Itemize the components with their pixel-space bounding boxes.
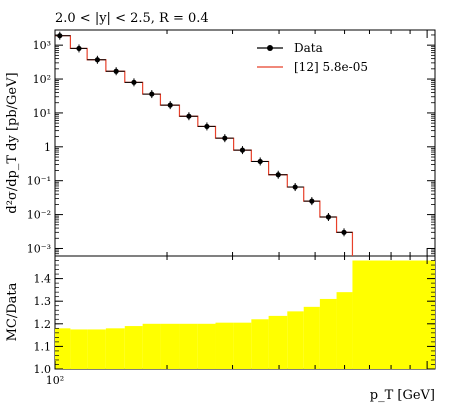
ratio-y-tick-label: 1.0 <box>34 363 52 376</box>
data-point <box>167 102 173 108</box>
legend-data-marker <box>267 45 273 51</box>
legend-data-label: Data <box>294 41 323 55</box>
ratio-bar <box>55 328 71 369</box>
y-tick-label: 10⁻² <box>27 209 51 222</box>
ratio-bar <box>303 306 320 369</box>
data-point <box>204 123 210 130</box>
ratio-bar <box>251 319 269 369</box>
data-point <box>292 184 298 190</box>
data-point <box>57 33 63 39</box>
ratio-bar <box>179 323 198 369</box>
data-point <box>325 214 332 220</box>
ratio-bar <box>197 323 216 369</box>
data-point <box>257 158 263 165</box>
main-y-axis-title: d²σ/dp_T dy [pb/GeV] <box>5 72 20 213</box>
data-point <box>149 91 155 97</box>
ratio-bar <box>70 329 88 369</box>
main-axis-ticks: 10⁻³ 10⁻² 10⁻¹ 1 10¹ 10² 10³ <box>27 34 435 257</box>
data-point <box>222 135 228 141</box>
ratio-band <box>55 260 435 369</box>
data-points <box>55 31 353 237</box>
ratio-bar <box>352 260 435 369</box>
data-point <box>113 68 119 74</box>
chart-title: 2.0 < |y| < 2.5, R = 0.4 <box>55 11 209 26</box>
data-point <box>131 79 137 85</box>
ratio-y-tick-label: 1.3 <box>34 295 52 308</box>
ratio-bar <box>268 315 288 369</box>
legend-mc-label: [12] 5.8e-05 <box>294 60 368 74</box>
y-tick-label: 10⁻¹ <box>27 175 51 188</box>
ratio-y-tick-label: 1.4 <box>34 273 52 286</box>
data-point <box>309 198 315 204</box>
data-point <box>239 147 246 153</box>
legend: Data [12] 5.8e-05 <box>257 41 368 74</box>
ratio-bar <box>142 323 161 369</box>
data-point <box>94 57 101 63</box>
y-tick-label: 10³ <box>33 39 51 52</box>
data-point <box>76 45 82 52</box>
data-point <box>186 113 192 119</box>
ratio-y-tick-label: 1.1 <box>34 340 52 353</box>
y-tick-label: 10¹ <box>33 107 51 120</box>
ratio-y-tick-label: 1.2 <box>34 318 52 331</box>
x-axis-title: p_T [GeV] <box>370 388 435 403</box>
y-tick-label: 10² <box>33 73 51 86</box>
ratio-bar <box>319 298 337 369</box>
x-tick-label: 10² <box>46 374 64 387</box>
ratio-bar <box>215 322 234 369</box>
main-panel-frame <box>54 29 436 257</box>
data-point <box>341 229 347 235</box>
ratio-bar <box>233 322 252 369</box>
ratio-bar <box>287 311 304 369</box>
y-tick-label: 10⁻³ <box>27 242 51 255</box>
ratio-bar <box>336 292 353 369</box>
ratio-bar <box>87 329 106 369</box>
ratio-y-axis-title: MC/Data <box>5 282 20 341</box>
ratio-bar <box>160 323 180 369</box>
data-point <box>275 172 281 178</box>
y-tick-label: 1 <box>44 141 51 154</box>
ratio-bar <box>105 328 125 369</box>
ratio-bar <box>124 326 143 369</box>
